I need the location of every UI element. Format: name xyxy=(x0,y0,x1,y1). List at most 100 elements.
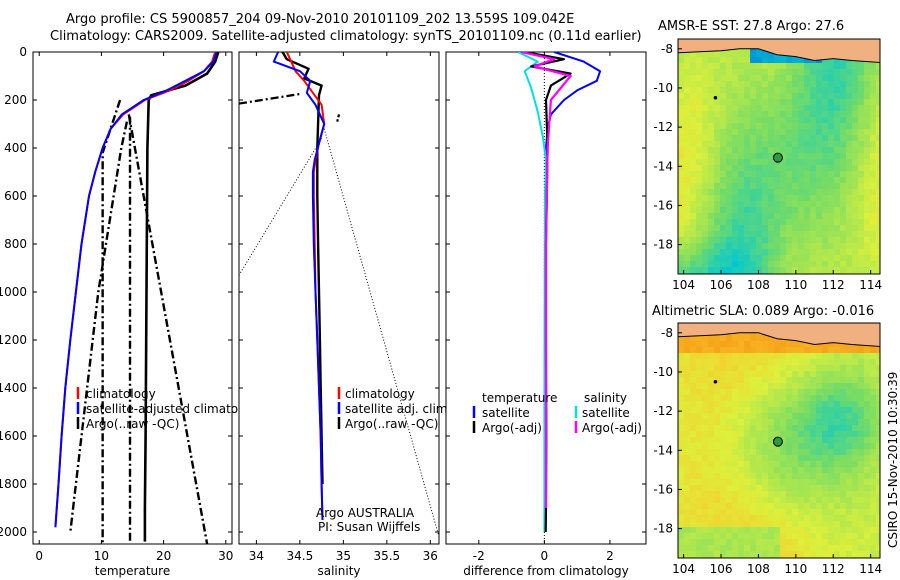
map-cell xyxy=(690,515,696,521)
map-cell xyxy=(846,147,852,153)
map-cell xyxy=(870,401,876,407)
map-cell xyxy=(780,141,786,147)
map-cell xyxy=(744,467,750,473)
map-cell xyxy=(852,123,858,129)
map-cell xyxy=(786,111,792,117)
map-cell xyxy=(756,341,762,347)
x-tick-label: 2 xyxy=(606,549,614,563)
map-cell xyxy=(708,243,714,249)
map-cell xyxy=(870,135,876,141)
map-cell xyxy=(756,473,762,479)
map-cell xyxy=(858,249,864,255)
map-cell xyxy=(870,419,876,425)
map-cell xyxy=(816,189,822,195)
argo-raw-series xyxy=(281,52,324,485)
map-cell xyxy=(822,509,828,515)
map-cell xyxy=(684,449,690,455)
map-cell xyxy=(720,177,726,183)
map-cell xyxy=(840,195,846,201)
map-cell xyxy=(762,177,768,183)
map-cell xyxy=(804,195,810,201)
map-cell xyxy=(768,171,774,177)
map-cell xyxy=(684,69,690,75)
map-cell xyxy=(822,153,828,159)
map-cell xyxy=(684,57,690,63)
map-cell xyxy=(858,437,864,443)
map-cell xyxy=(702,443,708,449)
map-cell xyxy=(708,219,714,225)
map-cell xyxy=(846,141,852,147)
map-cell xyxy=(864,117,870,123)
map-cell xyxy=(816,467,822,473)
map-cell xyxy=(762,81,768,87)
map-cell xyxy=(822,177,828,183)
map-cell xyxy=(678,431,684,437)
map-cell xyxy=(834,461,840,467)
map-cell xyxy=(870,63,876,69)
map-cell xyxy=(828,365,834,371)
map-cell xyxy=(684,99,690,105)
map-cell xyxy=(756,515,762,521)
map-cell xyxy=(738,479,744,485)
map-cell xyxy=(852,105,858,111)
map-cell xyxy=(726,207,732,213)
map-cell xyxy=(804,383,810,389)
map-cell xyxy=(768,135,774,141)
map-cell xyxy=(846,449,852,455)
map-cell xyxy=(696,515,702,521)
map-cell xyxy=(864,371,870,377)
map-cell xyxy=(684,207,690,213)
map-cell xyxy=(678,231,684,237)
map-cell xyxy=(726,69,732,75)
map-cell xyxy=(690,413,696,419)
map-cell xyxy=(840,219,846,225)
map-cell xyxy=(822,213,828,219)
map-cell xyxy=(798,455,804,461)
map-cell xyxy=(696,195,702,201)
map-cell xyxy=(864,539,870,545)
map-cell xyxy=(870,491,876,497)
map-cell xyxy=(678,111,684,117)
map-cell xyxy=(780,359,786,365)
map-cell xyxy=(750,69,756,75)
map-cell xyxy=(840,479,846,485)
map-cell xyxy=(750,461,756,467)
map-cell xyxy=(870,225,876,231)
map-cell xyxy=(858,407,864,413)
map-cell xyxy=(876,225,880,231)
map-cell xyxy=(804,201,810,207)
map-cell xyxy=(870,521,876,527)
map-cell xyxy=(774,117,780,123)
map-cell xyxy=(798,153,804,159)
map-cell xyxy=(696,81,702,87)
map-cell xyxy=(858,255,864,261)
map-cell xyxy=(786,365,792,371)
y-tick-label: 2000 xyxy=(0,525,27,539)
map-cell xyxy=(828,503,834,509)
map-cell xyxy=(786,527,792,533)
map-cell xyxy=(720,479,726,485)
map-cell xyxy=(774,467,780,473)
map-cell xyxy=(750,377,756,383)
map-cell xyxy=(846,497,852,503)
map-cell xyxy=(696,189,702,195)
map-cell xyxy=(816,63,822,69)
map-cell xyxy=(708,69,714,75)
map-cell xyxy=(834,237,840,243)
map-cell xyxy=(804,485,810,491)
map-cell xyxy=(744,51,750,57)
map-cell xyxy=(690,201,696,207)
map-cell xyxy=(804,111,810,117)
map-cell xyxy=(690,443,696,449)
map-cell xyxy=(678,347,684,353)
map-cell xyxy=(846,75,852,81)
map-cell xyxy=(696,389,702,395)
map-cell xyxy=(786,437,792,443)
map-cell xyxy=(744,231,750,237)
map-cell xyxy=(696,491,702,497)
map-cell xyxy=(852,87,858,93)
map-cell xyxy=(744,183,750,189)
map-cell xyxy=(726,135,732,141)
map-cell xyxy=(708,401,714,407)
map-cell xyxy=(732,467,738,473)
